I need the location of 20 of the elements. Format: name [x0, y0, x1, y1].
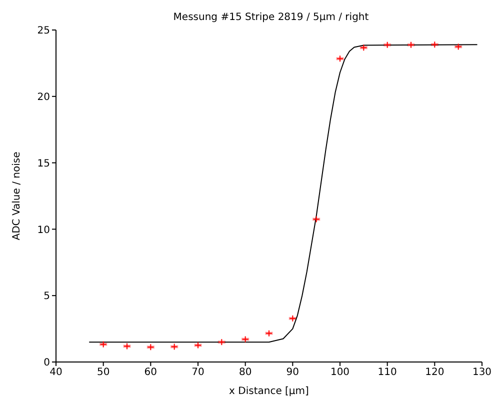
x-tick-label: 100	[330, 367, 350, 378]
x-tick-label: 90	[286, 367, 300, 378]
y-tick-label: 25	[37, 26, 50, 37]
y-axis-title: ADC Value / noise	[12, 152, 23, 240]
y-tick-label: 10	[37, 224, 50, 236]
y-tick-label: 0	[44, 358, 50, 369]
x-tick-label: 60	[144, 367, 158, 378]
chart-title: Messung #15 Stripe 2819 / 5µm / right	[173, 12, 369, 23]
y-tick-label: 5	[44, 291, 50, 302]
x-tick-label: 80	[238, 367, 252, 378]
line-series	[88, 44, 478, 343]
x-tick-label: 120	[425, 367, 444, 378]
x-tick-label: 130	[472, 367, 492, 378]
x-tick-label: 110	[378, 367, 397, 378]
x-tick-label: 40	[50, 367, 62, 378]
x-tick-label: 70	[192, 367, 204, 378]
y-tick-label: 20	[37, 92, 50, 103]
x-tick-label: 50	[96, 367, 110, 378]
x-axis-title: x Distance [µm]	[229, 386, 310, 397]
y-tick-label: 15	[37, 158, 50, 170]
